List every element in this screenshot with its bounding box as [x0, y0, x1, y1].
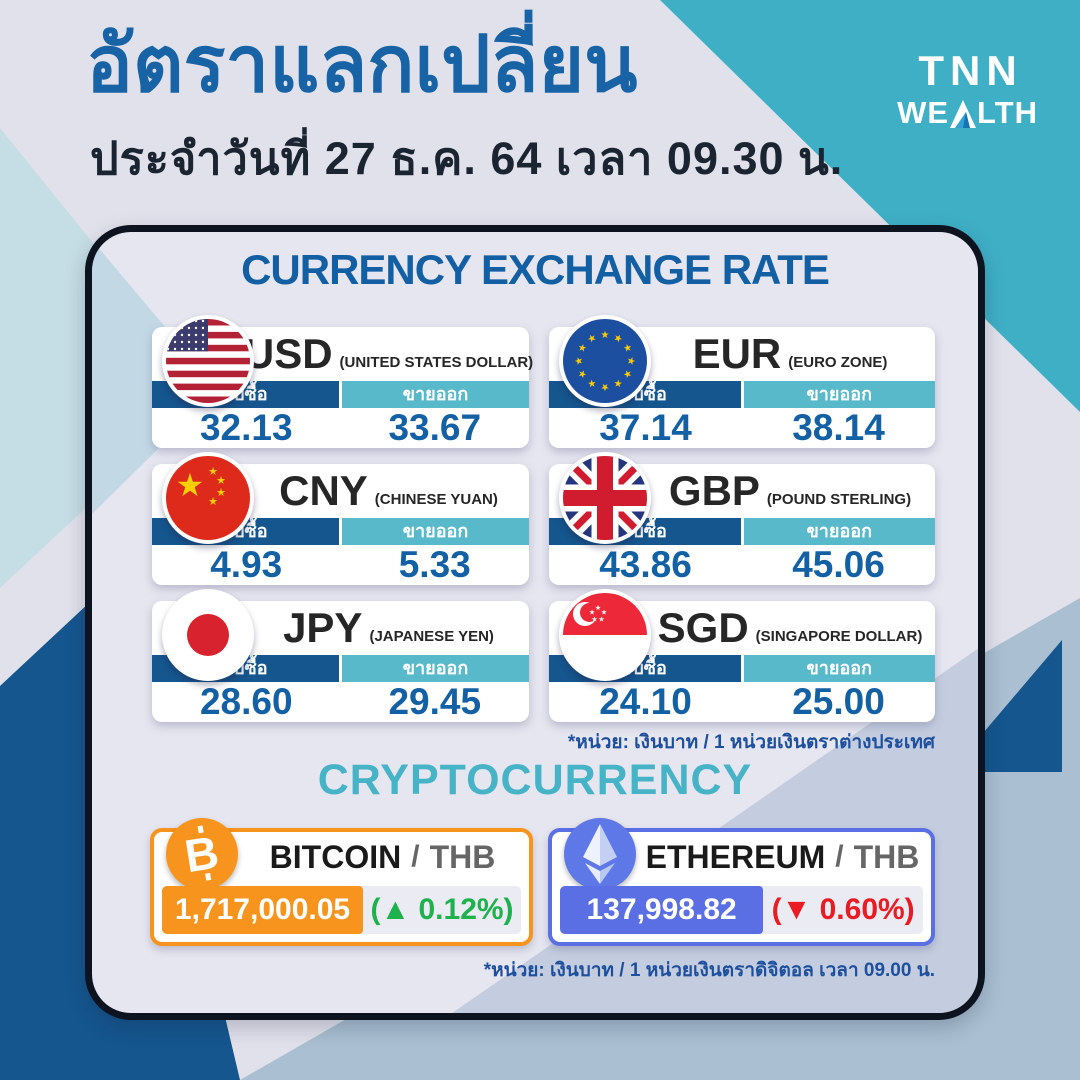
crypto-pair: THB — [853, 838, 920, 875]
svg-text:★: ★ — [208, 465, 218, 478]
crypto-separator: / — [835, 840, 844, 873]
sell-value: 5.33 — [398, 544, 471, 585]
buy-value: 24.10 — [599, 681, 692, 722]
svg-text:★: ★ — [574, 356, 585, 365]
ethereum-icon — [564, 818, 636, 890]
crypto-unit-note: *หน่วย: เงินบาท / 1 หน่วยเงินตราดิจิตอล … — [483, 960, 935, 981]
svg-text:★: ★ — [600, 381, 609, 392]
usd-flag-icon — [162, 315, 254, 407]
crypto-pair: THB — [429, 838, 496, 875]
currency-name: (UNITED STATES DOLLAR) — [339, 353, 534, 371]
svg-text:★: ★ — [216, 474, 226, 487]
sell-label: ขายออก — [743, 381, 935, 408]
currency-name: (JAPANESE YEN) — [369, 627, 494, 645]
logo-wealth-prefix: WE — [897, 95, 950, 130]
gbp-flag-icon — [559, 452, 651, 544]
currency-panel-usd: USD (UNITED STATES DOLLAR) รับซื้อ ขายออ… — [152, 315, 533, 448]
cny-flag-icon: ★ ★ ★ ★ ★ — [162, 452, 254, 544]
svg-text:★: ★ — [208, 495, 218, 508]
bitcoin-panel: B BITCOIN / THB 1,717,000.05 (▲ 0.12%) — [150, 818, 533, 946]
buy-value: 37.14 — [599, 407, 692, 448]
currency-panel-gbp: GBP (POUND STERLING) รับซื้อ ขายออก 43.8… — [549, 452, 935, 585]
svg-text:★: ★ — [176, 466, 205, 504]
sgd-flag-icon: ★ ★ ★ ★ ★ — [559, 589, 651, 681]
sell-value: 45.06 — [792, 544, 885, 585]
currency-panel-sgd: ★ ★ ★ ★ ★ SGD (SINGAPORE DOLLAR) รับซื้อ… — [549, 589, 935, 722]
svg-text:★: ★ — [589, 609, 595, 617]
wealth-a-triangle-icon — [950, 100, 977, 128]
sell-label: ขายออก — [342, 518, 529, 545]
page-subtitle: ประจำวันที่ 27 ธ.ค. 64 เวลา 09.30 น. — [90, 133, 844, 184]
currency-code: CNY — [279, 467, 368, 514]
exchange-rate-card: CURRENCY EXCHANGE RATE — [85, 225, 985, 1020]
sell-value: 33.67 — [388, 407, 482, 448]
currency-name: (SINGAPORE DOLLAR) — [755, 627, 923, 645]
logo-wealth-suffix: LTH — [977, 95, 1038, 130]
currency-section-heading: CURRENCY EXCHANGE RATE — [241, 246, 830, 293]
fx-unit-note: *หน่วย: เงินบาท / 1 หน่วยเงินตราต่างประเ… — [567, 732, 935, 753]
currency-code: GBP — [668, 467, 760, 514]
ethereum-price: 137,998.82 — [560, 886, 764, 934]
buy-value: 4.93 — [210, 544, 283, 585]
sell-label: ขายออก — [342, 381, 529, 408]
ethereum-panel: ETHEREUM / THB 137,998.82 (▼ 0.60%) — [548, 818, 935, 946]
currency-panel-cny: ★ ★ ★ ★ ★ CNY (CHINESE YUAN) รับซื้อ ขาย… — [152, 452, 529, 585]
buy-value: 43.86 — [599, 544, 692, 585]
crypto-name: ETHEREUM — [645, 838, 826, 875]
logo-wealth-text: WE LTH — [897, 97, 1038, 128]
svg-text:★: ★ — [591, 616, 597, 624]
crypto-separator: / — [411, 840, 420, 873]
sell-label: ขายออก — [743, 655, 935, 682]
currency-code: JPY — [283, 604, 363, 651]
crypto-section-heading: CRYPTOCURRENCY — [317, 756, 753, 804]
svg-text:★: ★ — [598, 616, 604, 624]
svg-text:★: ★ — [625, 357, 636, 366]
currency-grid: USD (UNITED STATES DOLLAR) รับซื้อ ขายออ… — [152, 315, 935, 722]
bitcoin-change: (▲ 0.12%) — [370, 893, 514, 926]
currency-code: USD — [243, 330, 333, 377]
page-title: อัตราแลกเปลี่ยน — [86, 20, 638, 108]
eur-flag-icon: ★ ★ ★ ★ ★ ★ ★ ★ ★ ★ ★ ★ — [559, 315, 651, 407]
currency-code: SGD — [657, 604, 749, 651]
logo-tnn-text: TNN — [918, 47, 1023, 94]
bitcoin-price: 1,717,000.05 — [162, 886, 364, 934]
bitcoin-icon: B — [166, 818, 238, 890]
jpy-flag-icon — [162, 589, 254, 681]
svg-text:★: ★ — [216, 486, 226, 499]
sell-label: ขายออก — [743, 518, 935, 545]
buy-value: 32.13 — [199, 407, 293, 448]
currency-name: (EURO ZONE) — [788, 353, 888, 371]
sell-label: ขายออก — [342, 655, 529, 682]
tnn-wealth-logo: TNN WE LTH — [897, 50, 1038, 128]
currency-code: EUR — [692, 330, 782, 377]
buy-value: 28.60 — [199, 681, 293, 722]
crypto-name: BITCOIN — [269, 838, 402, 875]
sell-value: 38.14 — [792, 407, 885, 448]
currency-name: (CHINESE YUAN) — [374, 490, 498, 508]
currency-name: (POUND STERLING) — [766, 490, 912, 508]
currency-panel-eur: ★ ★ ★ ★ ★ ★ ★ ★ ★ ★ ★ ★ EU — [549, 315, 935, 448]
sell-value: 25.00 — [792, 681, 885, 722]
ethereum-change: (▼ 0.60%) — [771, 893, 915, 926]
currency-panel-jpy: JPY (JAPANESE YEN) รับซื้อ ขายออก 28.60 … — [152, 589, 529, 722]
sell-value: 29.45 — [388, 681, 482, 722]
crypto-grid: B BITCOIN / THB 1,717,000.05 (▲ 0.12%) — [150, 818, 935, 946]
svg-text:★: ★ — [601, 330, 610, 341]
